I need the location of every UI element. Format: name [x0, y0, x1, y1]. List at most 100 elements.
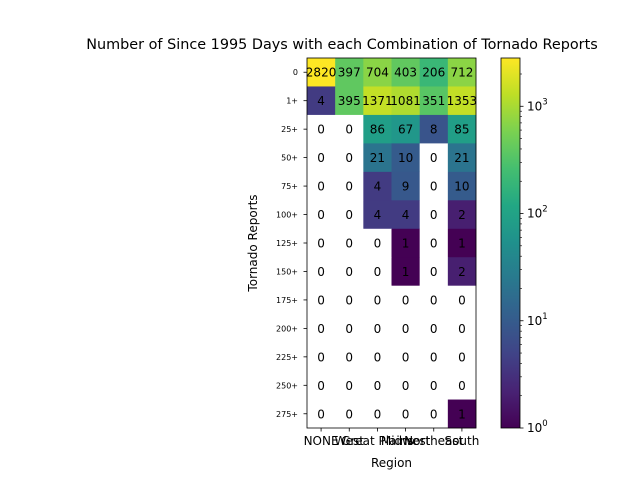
cell-value-label: 0: [402, 322, 410, 336]
y-tick-label: 75+: [281, 182, 298, 191]
heatmap-cell: [363, 399, 392, 429]
colorbar-tick-label: 102: [527, 205, 548, 221]
x-axis-label: Region: [371, 456, 412, 470]
cell-value-label: 1371: [362, 94, 393, 108]
heatmap-cell: [391, 371, 420, 400]
heatmap-cell: [419, 257, 449, 286]
cell-value-label: 4: [317, 94, 325, 108]
heatmap-cell: [307, 285, 336, 315]
cell-value-label: 0: [345, 123, 353, 137]
cell-value-label: 2: [458, 208, 466, 222]
heatmap-cell: [363, 143, 392, 173]
cell-value-label: 0: [402, 407, 410, 421]
cell-value-label: 4: [402, 208, 410, 222]
cell-value-label: 2: [458, 265, 466, 279]
cell-value-label: 0: [430, 180, 438, 194]
cell-value-label: 0: [345, 265, 353, 279]
cell-value-label: 0: [345, 237, 353, 251]
heatmap-cell: [447, 58, 477, 87]
heatmap-cell: [391, 342, 420, 372]
cell-value-label: 0: [374, 322, 382, 336]
colorbar-frame: [500, 57, 521, 429]
heatmap-cell: [447, 371, 477, 400]
heatmap-cell: [363, 114, 392, 144]
heatmap-cell: [391, 171, 420, 201]
colorbar-gradient: [501, 58, 520, 428]
heatmap-cell: [363, 342, 392, 372]
heatmap-cell: [391, 228, 420, 258]
cell-value-label: 67: [398, 123, 413, 137]
heatmap-cell: [447, 200, 477, 230]
cell-value-label: 0: [458, 379, 466, 393]
heatmap-cell: [335, 228, 364, 258]
heatmap-cell: [419, 399, 449, 429]
heatmap-cell: [335, 342, 364, 372]
cell-value-label: 85: [454, 123, 469, 137]
heatmap-cell: [419, 200, 449, 230]
cell-value-label: 0: [430, 293, 438, 307]
cell-value-label: 4: [374, 180, 382, 194]
y-tick-label: 125+: [276, 239, 298, 248]
cell-value-label: 0: [317, 293, 325, 307]
cell-value-label: 0: [430, 407, 438, 421]
heatmap-cell: [391, 86, 420, 116]
cell-value-label: 1081: [390, 94, 421, 108]
cell-value-label: 0: [458, 322, 466, 336]
colorbar-tick-label: 103: [527, 97, 548, 113]
heatmap-cell: [363, 171, 392, 201]
cell-value-label: 1353: [447, 94, 478, 108]
x-tick-label: Northeast: [404, 434, 464, 448]
heatmap-cell: [363, 314, 392, 343]
heatmap-cell: [307, 143, 336, 173]
heatmap-cell: [307, 228, 336, 258]
x-tick-label: South: [444, 434, 479, 448]
cell-value-label: 0: [345, 350, 353, 364]
y-tick-label: 225+: [276, 353, 298, 362]
heatmap-cell: [447, 114, 477, 144]
heatmap-cell: [307, 399, 336, 429]
heatmap-cell: [447, 314, 477, 343]
heatmap-cell: [363, 228, 392, 258]
y-tick-label: 25+: [281, 125, 298, 134]
heatmap-cell: [363, 58, 392, 87]
cell-value-label: 0: [317, 322, 325, 336]
cell-value-label: 712: [450, 66, 473, 80]
heatmap-cell: [307, 257, 336, 286]
heatmap-cell: [335, 171, 364, 201]
heatmap-cell: [447, 257, 477, 286]
heatmap-cell: [335, 371, 364, 400]
heatmap-cell: [307, 200, 336, 230]
cell-value-label: 0: [374, 350, 382, 364]
cell-value-label: 1: [402, 237, 410, 251]
heatmap-cell: [391, 200, 420, 230]
heatmap-cell: [419, 314, 449, 343]
heatmap-cell: [335, 314, 364, 343]
y-tick-label: 175+: [276, 296, 298, 305]
heatmap-cell: [363, 285, 392, 315]
cell-value-label: 0: [345, 293, 353, 307]
y-tick-label: 275+: [276, 410, 298, 419]
cell-value-label: 0: [317, 237, 325, 251]
heatmap-cell: [363, 200, 392, 230]
cell-value-label: 2820: [306, 66, 337, 80]
heatmap-cell: [307, 86, 336, 116]
heatmap-cell: [391, 114, 420, 144]
cell-value-label: 0: [317, 123, 325, 137]
cell-value-label: 0: [317, 350, 325, 364]
heatmap-cell: [391, 314, 420, 343]
heatmap-cell: [419, 371, 449, 400]
cell-value-label: 704: [366, 66, 389, 80]
cell-value-label: 21: [370, 151, 385, 165]
cell-value-label: 4: [374, 208, 382, 222]
cell-value-label: 395: [338, 94, 361, 108]
cell-value-label: 206: [422, 66, 445, 80]
colorbar-tick-label: 100: [527, 419, 548, 435]
cell-value-label: 0: [402, 350, 410, 364]
cell-value-label: 0: [317, 151, 325, 165]
cell-value-label: 10: [398, 151, 413, 165]
heatmap-cell: [363, 86, 392, 116]
y-tick-label: 1+: [286, 97, 298, 106]
heatmap-cell: [335, 86, 364, 116]
heatmap-cell: [335, 285, 364, 315]
